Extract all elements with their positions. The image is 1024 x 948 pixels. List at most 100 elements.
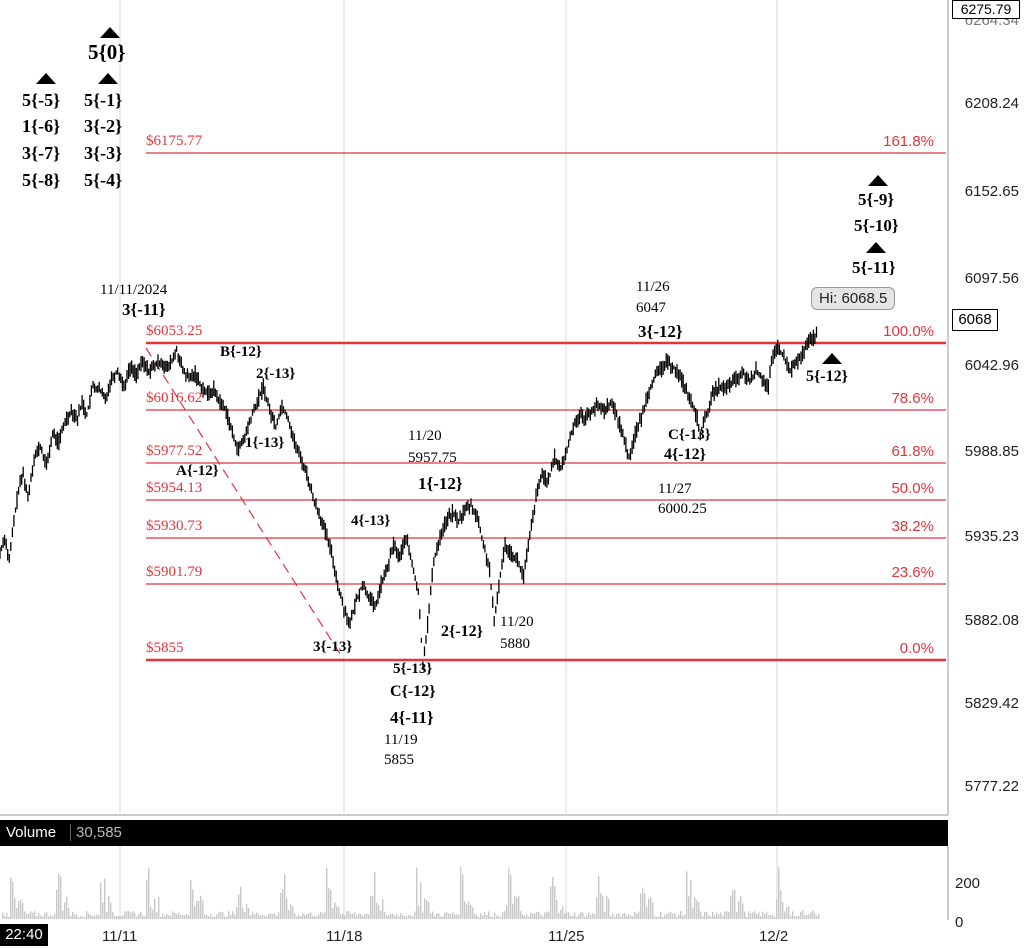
volume-bar <box>750 913 752 919</box>
volume-bar <box>634 912 636 919</box>
fib-pct-label: 100.0% <box>883 323 934 340</box>
volume-bar <box>250 915 252 919</box>
volume-bar <box>124 911 126 919</box>
wave-label: 3{-13} <box>313 639 353 655</box>
volume-bar <box>354 912 356 919</box>
volume-bar <box>432 911 434 919</box>
volume-bar <box>784 911 786 919</box>
volume-bar <box>110 902 112 919</box>
volume-bar <box>808 914 810 919</box>
volume-bar <box>130 912 132 919</box>
volume-bar <box>318 914 320 919</box>
volume-bar <box>116 916 118 919</box>
volume-bar <box>208 916 210 919</box>
volume-bar <box>382 898 384 919</box>
volume-bar <box>234 914 236 919</box>
volume-bar <box>628 914 630 919</box>
volume-bar <box>296 916 298 919</box>
volume-bar <box>718 914 720 919</box>
volume-bar <box>388 914 390 919</box>
wave-label: 2{-12} <box>441 623 483 640</box>
volume-bar <box>458 914 460 919</box>
volume-bar <box>396 913 398 919</box>
volume-bar <box>678 914 680 919</box>
volume-bar <box>724 911 726 919</box>
y-tick-label: 5988.85 <box>964 442 1019 460</box>
fib-price-label: $5901.79 <box>146 564 203 580</box>
volume-bar <box>606 896 608 919</box>
volume-bar <box>12 881 14 919</box>
volume-bar <box>104 878 106 919</box>
volume-bar <box>290 904 292 919</box>
volume-bar <box>726 911 728 919</box>
volume-bar <box>10 877 12 919</box>
x-tick-label: 11/25 <box>548 928 585 945</box>
volume-bar <box>18 901 20 919</box>
volume-bar <box>710 916 712 919</box>
volume-bar <box>64 902 66 919</box>
volume-bar <box>16 908 18 919</box>
volume-bar <box>220 911 222 919</box>
volume-bar <box>456 914 458 919</box>
y-tick-label: 5777.22 <box>964 778 1019 795</box>
volume-bar <box>732 890 734 919</box>
volume-bar <box>698 902 700 919</box>
fib-price-label: $5855 <box>146 640 184 656</box>
volume-bar <box>162 913 164 919</box>
volume-bar <box>194 906 196 919</box>
volume-bar <box>66 896 68 919</box>
volume-bar <box>656 916 658 919</box>
volume-bar <box>240 886 242 919</box>
volume-bar <box>304 914 306 919</box>
volume-bar <box>352 913 354 919</box>
volume-bar <box>472 907 474 919</box>
volume-bar <box>168 915 170 919</box>
volume-bar <box>816 915 818 919</box>
volume-bar <box>308 913 310 919</box>
volume-bar <box>254 914 256 919</box>
volume-bar <box>764 914 766 919</box>
volume-bar <box>502 912 504 919</box>
volume-bar <box>310 912 312 919</box>
volume-bar <box>270 913 272 919</box>
volume-bar <box>94 915 96 919</box>
volume-bar <box>496 915 498 919</box>
volume-bar <box>468 901 470 919</box>
volume-bar <box>618 913 620 919</box>
volume-bar <box>88 913 90 919</box>
volume-bar <box>704 911 706 919</box>
volume-bar <box>322 912 324 919</box>
high-tooltip: Hi: 6068.5 <box>811 287 896 310</box>
volume-bar <box>348 911 350 919</box>
volume-bar <box>722 916 724 919</box>
volume-bar <box>452 912 454 919</box>
volume-bar <box>758 912 760 919</box>
fib-price-label: $6016.62 <box>146 390 203 406</box>
wave-label: 3{-2} <box>84 116 123 136</box>
wave-label: 1{-12} <box>418 474 463 493</box>
price-annotation: 6047 <box>636 300 666 316</box>
wave-label: 5{-4} <box>84 170 123 190</box>
volume-bar <box>592 913 594 919</box>
volume-bar <box>380 910 382 919</box>
volume-bar <box>202 900 204 919</box>
volume-bar <box>436 913 438 919</box>
volume-bar <box>740 896 742 919</box>
volume-bar <box>540 914 542 919</box>
volume-bar <box>730 896 732 919</box>
volume-bar <box>192 889 194 919</box>
volume-bar <box>604 911 606 919</box>
volume-bar <box>384 911 386 919</box>
volume-bar <box>818 914 820 919</box>
volume-bar <box>280 893 282 919</box>
wave-label: 3{-3} <box>84 143 123 163</box>
volume-bar <box>324 912 326 919</box>
price-annotation: 5855 <box>384 752 414 768</box>
volume-bar <box>372 895 374 919</box>
price-annotation: 5957.75 <box>408 450 457 466</box>
volume-bar <box>682 915 684 919</box>
volume-bar <box>542 916 544 919</box>
volume-bar <box>674 913 676 919</box>
volume-bar <box>490 916 492 919</box>
volume-bar <box>408 915 410 919</box>
